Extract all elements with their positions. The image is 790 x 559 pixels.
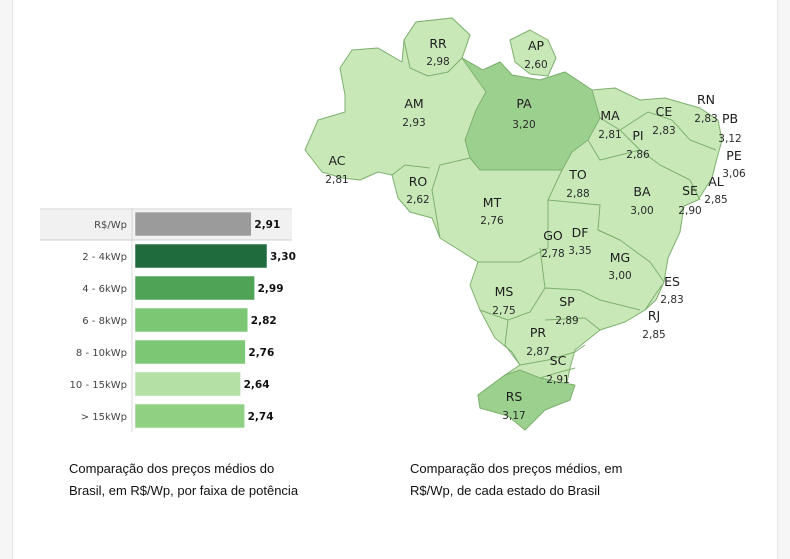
state-code-label: RN — [697, 92, 715, 107]
bar-category-label: > 15kWp — [81, 412, 127, 423]
state-value-label: 2,81 — [325, 174, 348, 186]
state-code-label: AP — [528, 38, 545, 53]
state-code-label: MS — [495, 284, 514, 299]
brazil-states-map: RR 2,98 AP 2,60 AM 2,93 PA 3,20 MA 2,81 CE 2,83 RN 2,… — [304, 17, 746, 431]
bar-chart-caption-line: Comparação dos preços médios do — [69, 461, 275, 476]
bar — [134, 339, 246, 365]
state-value-label: 2,60 — [524, 59, 547, 71]
state-value-label: 3,20 — [512, 119, 535, 131]
state-value-label: 2,87 — [526, 346, 549, 358]
state-code-label: CE — [656, 104, 673, 119]
state-value-label: 2,83 — [652, 125, 675, 137]
bar-value-label: 3,30 — [270, 251, 296, 263]
map-caption-line: R$/Wp, de cada estado do Brasil — [410, 483, 601, 498]
state-code-label: SP — [559, 294, 575, 309]
state-code-label: MA — [600, 108, 620, 123]
bar-category-label: 10 - 15kWp — [70, 380, 127, 391]
state-value-label: 2,83 — [660, 294, 683, 306]
state-code-label: RJ — [648, 308, 660, 323]
state-code-label: ES — [664, 274, 680, 289]
state-code-label: SE — [682, 183, 698, 198]
state-code-label: RO — [409, 174, 428, 189]
bar-value-label: 2,64 — [244, 379, 270, 391]
state-code-label: GO — [543, 228, 563, 243]
state-value-label: 3,00 — [608, 270, 631, 282]
state-value-label: 2,78 — [541, 248, 564, 260]
state-value-label: 3,12 — [718, 133, 741, 145]
bar-category-label: 2 - 4kWp — [82, 252, 127, 263]
bar — [134, 275, 255, 301]
bar-value-label: 2,74 — [248, 411, 274, 423]
state-code-label: AM — [404, 96, 423, 111]
state-code-label: TO — [568, 167, 587, 182]
state-value-label: 2,90 — [678, 205, 701, 217]
state-code-label: PA — [516, 96, 532, 111]
state-value-label: 2,83 — [694, 113, 717, 125]
state-value-label: 2,98 — [426, 56, 449, 68]
state-value-label: 2,81 — [598, 129, 621, 141]
state-value-label: 2,75 — [492, 305, 515, 317]
state-value-label: 2,86 — [626, 149, 650, 161]
bar-category-label: R$/Wp — [94, 220, 127, 231]
state-value-label: 2,85 — [704, 194, 727, 206]
state-value-label: 3,35 — [568, 245, 591, 257]
state-code-label: SC — [550, 353, 567, 368]
bar — [134, 211, 252, 237]
state-value-label: 3,17 — [502, 410, 525, 422]
map-caption-line: Comparação dos preços médios, em — [410, 461, 623, 476]
state-value-label: 3,00 — [630, 205, 653, 217]
bar-category-label: 6 - 8kWp — [82, 316, 127, 327]
bar — [134, 307, 249, 333]
bar-category-label: 4 - 6kWp — [82, 284, 127, 295]
state-code-label: AL — [708, 174, 724, 189]
state-shape-rs — [477, 369, 576, 431]
bar — [134, 243, 268, 269]
state-value-label: 2,91 — [546, 374, 569, 386]
map-caption: Comparação dos preços médios, em R$/Wp, … — [410, 458, 622, 502]
bar — [134, 371, 241, 397]
state-code-label: PI — [632, 128, 643, 143]
state-value-label: 2,89 — [555, 315, 578, 327]
bar-value-label: 2,76 — [248, 347, 274, 359]
state-shape-ap — [509, 29, 557, 77]
state-code-label: PB — [722, 111, 738, 126]
bar — [134, 403, 245, 429]
state-code-label: RR — [429, 36, 447, 51]
state-value-label: 3,06 — [722, 168, 746, 180]
state-value-label: 2,76 — [480, 215, 504, 227]
state-value-label: 2,85 — [642, 329, 665, 341]
state-code-label: PR — [530, 325, 547, 340]
state-code-label: MG — [610, 250, 630, 265]
state-code-label: AC — [328, 153, 345, 168]
bar-category-label: 8 - 10kWp — [76, 348, 127, 359]
state-code-label: BA — [633, 184, 651, 199]
bar-chart-caption-line: Brasil, em R$/Wp, por faixa de potência — [69, 483, 299, 498]
bar-value-label: 2,91 — [254, 219, 280, 231]
state-code-label: DF — [572, 225, 589, 240]
bar-value-label: 2,99 — [258, 283, 284, 295]
state-code-label: MT — [483, 195, 502, 210]
state-shape-pa — [461, 57, 601, 171]
bar-chart-caption: Comparação dos preços médios do Brasil, … — [69, 458, 298, 502]
state-code-label: PE — [726, 148, 742, 163]
state-value-label: 2,62 — [406, 194, 429, 206]
state-code-label: RS — [506, 389, 523, 404]
state-shape-rr — [403, 17, 471, 77]
state-value-label: 2,93 — [402, 117, 425, 129]
power-range-bar-chart: R$/Wp 2,91 2 - 4kWp 3,30 4 - 6kWp 2,99 6 - 8kW… — [40, 208, 296, 432]
bar-value-label: 2,82 — [251, 315, 277, 327]
state-value-label: 2,88 — [566, 188, 589, 200]
